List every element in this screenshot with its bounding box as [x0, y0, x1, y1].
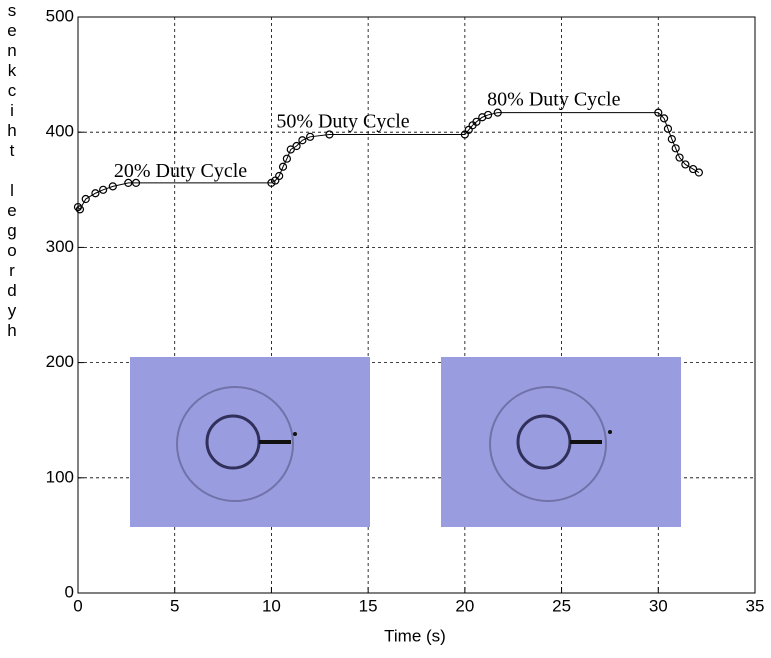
y-tick-label: 0: [65, 582, 74, 601]
data-point: [275, 171, 284, 181]
y-tick-label: 400: [46, 122, 74, 141]
x-tick-label: 5: [170, 596, 179, 615]
data-point: [91, 189, 100, 198]
x-tick-label: 20: [455, 596, 474, 615]
data-point: [282, 154, 292, 163]
data-point: [681, 160, 690, 169]
data-point: [298, 136, 307, 145]
x-tick-label: 35: [746, 596, 765, 615]
y-tick-label: 200: [46, 352, 74, 371]
data-point: [694, 168, 704, 177]
data-point: [671, 144, 680, 153]
x-axis-label: Time (s): [384, 626, 446, 645]
plot-frame: [77, 16, 756, 594]
series-line: [77, 112, 700, 211]
data-point: [675, 153, 684, 162]
data-point: [667, 135, 676, 144]
annotation: 80% Duty Cycle: [487, 89, 620, 111]
x-tick-label: 30: [649, 596, 668, 615]
data-point: [493, 108, 502, 117]
x-tick-label: 0: [73, 596, 82, 615]
data-point: [483, 110, 493, 120]
annotation: 20% Duty Cycle: [114, 160, 247, 182]
x-tick-label: 15: [359, 596, 378, 615]
data-point: [124, 178, 133, 187]
data-point: [663, 124, 673, 133]
data-point: [81, 194, 90, 204]
data-point: [278, 162, 288, 171]
x-tick-label: 25: [552, 596, 571, 615]
data-point: [292, 141, 301, 151]
data-point: [73, 202, 83, 212]
data-point: [286, 145, 295, 154]
x-tick-label: 10: [262, 596, 281, 615]
inset-left: [130, 357, 370, 527]
y-tick-label: 100: [46, 467, 74, 486]
inset-right: [441, 357, 681, 527]
annotation: 50% Duty Cycle: [276, 111, 409, 133]
y-tick-label: 300: [46, 237, 74, 256]
data-point: [689, 164, 698, 174]
data-point: [325, 130, 334, 139]
data-point: [75, 205, 85, 214]
data-point: [99, 185, 108, 194]
data-point: [306, 132, 315, 141]
data-point: [108, 182, 117, 191]
data-point: [131, 178, 141, 187]
data-point: [472, 117, 481, 126]
data-point: [659, 114, 669, 123]
y-tick-label: 500: [46, 6, 74, 25]
data-point: [654, 108, 663, 117]
